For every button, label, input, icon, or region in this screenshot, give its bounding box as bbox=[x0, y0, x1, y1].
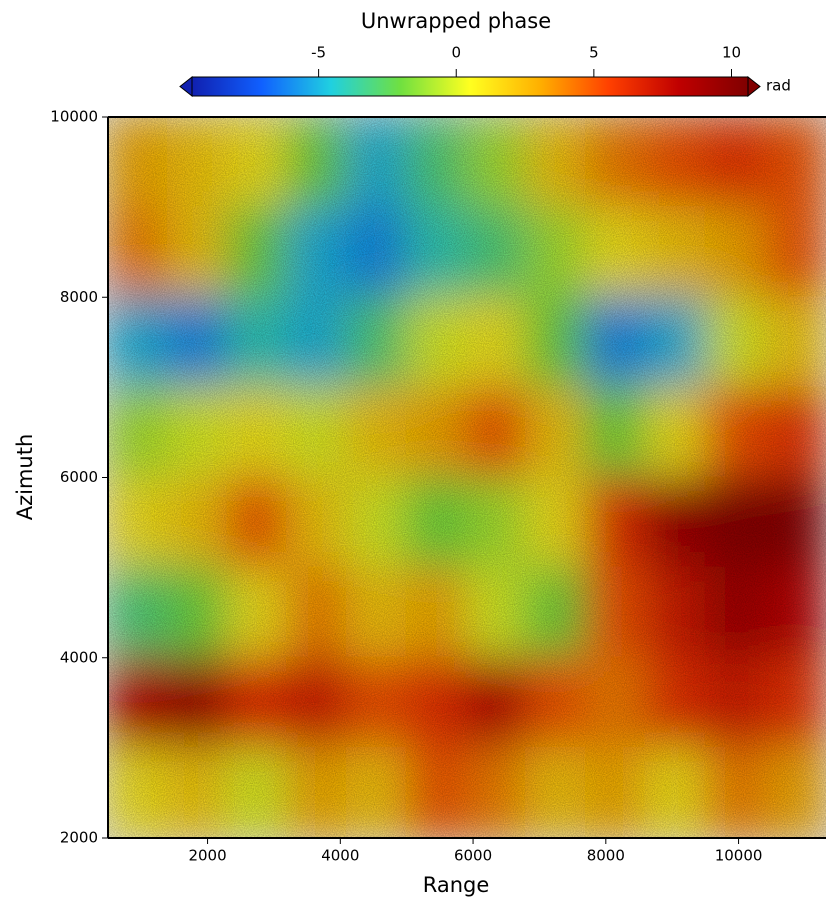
y-tick-label: 8000 bbox=[60, 288, 98, 306]
y-tick-label: 4000 bbox=[60, 648, 98, 666]
colorbar-tick-label: 10 bbox=[722, 44, 741, 62]
x-axis-label: Range bbox=[423, 873, 490, 897]
colorbar-tick-label: -5 bbox=[311, 44, 326, 62]
colorbar bbox=[191, 76, 749, 97]
x-tick-label: 10000 bbox=[715, 847, 763, 865]
y-axis-label: Azimuth bbox=[13, 434, 37, 521]
raster bbox=[108, 117, 826, 838]
x-tick-label: 8000 bbox=[587, 847, 625, 865]
x-tick-label: 2000 bbox=[188, 847, 226, 865]
y-tick-label: 6000 bbox=[60, 468, 98, 486]
colorbar-unit: rad bbox=[766, 77, 791, 95]
colorbar-tick-label: 0 bbox=[451, 44, 461, 62]
y-tick-label: 10000 bbox=[50, 108, 98, 126]
x-tick-label: 6000 bbox=[454, 847, 492, 865]
chart-title: Unwrapped phase bbox=[361, 9, 551, 33]
x-tick-label: 4000 bbox=[321, 847, 359, 865]
y-tick-label: 2000 bbox=[60, 829, 98, 847]
colorbar-high bbox=[747, 75, 761, 98]
colorbar-tick-label: 5 bbox=[589, 44, 599, 62]
colorbar-low bbox=[179, 75, 193, 98]
texture bbox=[108, 117, 826, 838]
